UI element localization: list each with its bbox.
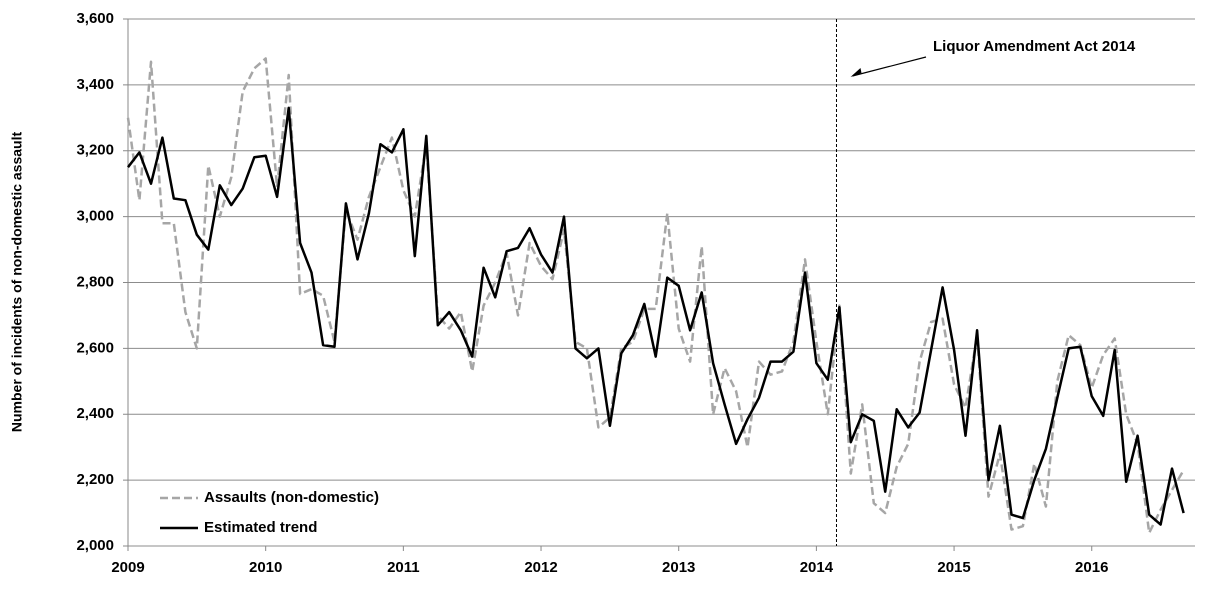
series-line <box>126 57 1185 535</box>
y-tick-label: 3,400 <box>76 76 114 93</box>
x-tick-label: 2015 <box>937 559 970 576</box>
y-tick-label: 3,000 <box>76 208 114 225</box>
y-tick-label: 2,200 <box>76 471 114 488</box>
y-tick-label: 2,400 <box>76 405 114 422</box>
arrow-head <box>850 68 862 77</box>
x-tick-label: 2013 <box>662 559 695 576</box>
x-tick-label: 2011 <box>387 559 420 576</box>
legend-label: Estimated trend <box>204 519 317 536</box>
y-axis-title: Number of incidents of non-domestic assa… <box>9 132 25 433</box>
x-tick-label: 2010 <box>249 559 282 576</box>
y-tick-label: 3,200 <box>76 142 114 159</box>
y-tick-label: 3,600 <box>76 10 114 27</box>
annotation: Liquor Amendment Act 2014 <box>933 38 1136 55</box>
y-tick-label: 2,000 <box>76 537 114 554</box>
legend-label: Assaults (non-domestic) <box>204 489 379 506</box>
y-tick-label: 2,800 <box>76 273 114 290</box>
series-line <box>127 106 1185 526</box>
x-tick-label: 2016 <box>1075 559 1108 576</box>
x-tick-label: 2012 <box>524 559 557 576</box>
annotation-arrow <box>852 56 927 77</box>
x-tick-label: 2014 <box>800 559 834 576</box>
x-tick-label: 2009 <box>111 559 144 576</box>
y-tick-label: 2,600 <box>76 339 114 356</box>
